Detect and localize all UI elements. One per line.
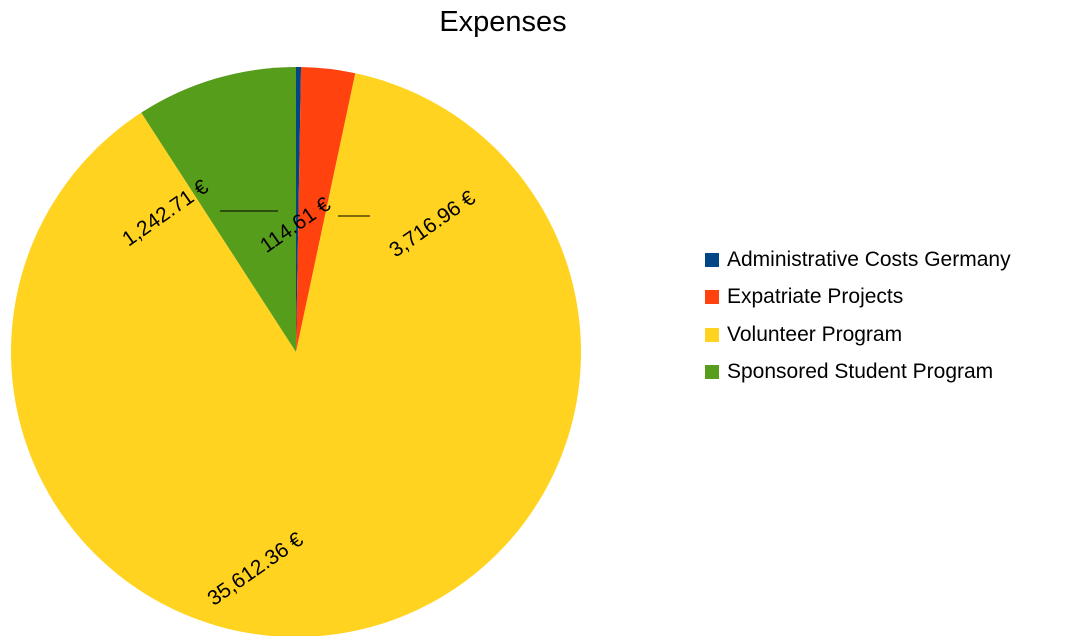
- legend-item: Volunteer Program: [705, 316, 1011, 354]
- chart-title: Expenses: [439, 6, 567, 38]
- pie-slice: [296, 67, 356, 352]
- legend-label: Sponsored Student Program: [727, 360, 994, 384]
- legend-item: Expatriate Projects: [705, 279, 1011, 317]
- pie-slice: [11, 73, 581, 636]
- legend-swatch: [705, 365, 719, 380]
- legend-swatch: [705, 290, 719, 305]
- legend-item: Administrative Costs Germany: [705, 241, 1011, 279]
- pie-slice: [141, 67, 296, 352]
- pie-slice: [296, 66, 302, 352]
- label-leader-lines: [220, 210, 370, 217]
- chart-legend: Administrative Costs Germany Expatriate P…: [705, 241, 1011, 391]
- legend-label: Administrative Costs Germany: [727, 247, 1011, 271]
- pie-slices: [11, 66, 581, 636]
- legend-swatch: [705, 252, 719, 267]
- legend-label: Expatriate Projects: [727, 285, 904, 309]
- legend-label: Volunteer Program: [727, 322, 903, 346]
- legend-item: Sponsored Student Program: [705, 354, 1011, 392]
- legend-swatch: [705, 327, 719, 342]
